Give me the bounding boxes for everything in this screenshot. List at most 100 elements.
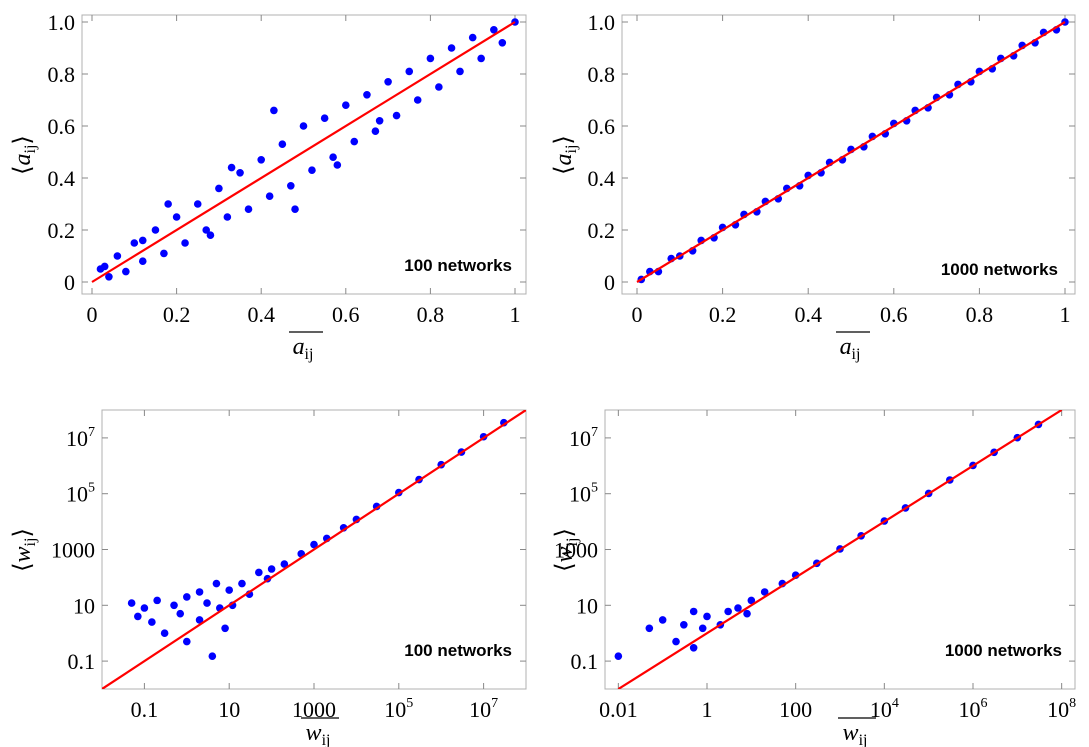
y-tick-labels: 0.1 10 1000 105 107	[51, 425, 95, 674]
data-point	[170, 601, 178, 610]
y-tick-label: 0.1	[571, 649, 599, 674]
x-tick-label: 104	[870, 696, 899, 722]
data-point	[244, 205, 253, 213]
data-point	[413, 96, 422, 104]
y-tick-labels: 0 0.2 0.4 0.6 0.8 1.0	[588, 10, 616, 295]
data-point	[498, 39, 507, 47]
y-tick-label: 0.4	[48, 166, 76, 191]
data-point	[164, 200, 172, 208]
y-tick-label: 10	[576, 593, 598, 618]
data-point	[363, 91, 371, 99]
data-point	[435, 83, 443, 91]
y-tick-label: 1.0	[588, 10, 616, 35]
x-tick-label: 108	[1047, 696, 1076, 722]
y-axis-label: ⟨wij⟩	[552, 528, 581, 572]
data-point	[225, 586, 233, 594]
data-point	[299, 122, 308, 130]
right-angle-bracket: ⟩	[10, 135, 36, 144]
data-point	[134, 612, 142, 621]
tick-marks	[622, 15, 1075, 294]
data-point	[680, 621, 688, 629]
data-point	[236, 169, 244, 177]
data-point	[456, 67, 464, 76]
data-point	[698, 624, 707, 633]
fit-line	[617, 410, 1063, 689]
data-point	[151, 226, 160, 234]
x-tick-label: 10	[218, 697, 240, 722]
x-tick-label: 0.4	[247, 302, 275, 327]
y-axis-subscript: ij	[22, 538, 39, 547]
y-tick-label: 0	[64, 270, 75, 295]
x-axis-symbol: w	[843, 720, 859, 746]
y-tick-label: 0.8	[588, 62, 616, 87]
right-angle-bracket: ⟩	[552, 528, 578, 537]
annotation-label: 100 networks	[404, 641, 512, 660]
y-axis-label: ⟨aij⟩	[10, 135, 39, 175]
y-axis-label: ⟨aij⟩	[551, 135, 580, 175]
data-point	[127, 599, 136, 607]
data-point	[703, 612, 711, 621]
data-point	[153, 596, 161, 605]
y-axis-symbol: a	[551, 153, 577, 165]
x-axis-subscript: ij	[859, 732, 868, 747]
right-angle-bracket: ⟩	[10, 528, 36, 537]
y-tick-label: 0.4	[588, 166, 616, 191]
data-point	[614, 652, 623, 660]
data-point	[183, 593, 191, 601]
annotation-label: 100 networks	[404, 256, 512, 275]
points-group	[637, 18, 1069, 284]
y-axis-symbol: a	[10, 153, 36, 165]
data-point	[329, 153, 337, 161]
data-point	[743, 609, 751, 618]
data-point	[202, 226, 211, 234]
y-tick-label: 0.2	[48, 218, 76, 243]
data-point	[160, 629, 169, 637]
fit-line	[636, 21, 1066, 283]
data-point	[227, 163, 236, 172]
data-point	[172, 213, 181, 221]
left-angle-bracket: ⟨	[552, 562, 578, 571]
fit-line-group	[617, 410, 1063, 689]
data-point	[193, 200, 202, 208]
x-tick-label: 105	[384, 696, 413, 722]
x-axis-label: wij	[838, 717, 876, 747]
data-point	[689, 607, 698, 616]
data-point	[747, 596, 756, 605]
panel-top-left: 0 0.2 0.4 0.6 0.8 1 0 0.2 0.4 0.6 0.8 1.0 100 netw…	[10, 10, 527, 363]
data-point	[371, 127, 380, 135]
svg-text:⟨aij⟩: ⟨aij⟩	[10, 135, 39, 175]
data-point	[195, 616, 204, 624]
fit-line	[102, 410, 526, 689]
data-point	[265, 192, 274, 200]
x-tick-label: 0.4	[794, 302, 822, 327]
x-axis-label: aij	[289, 331, 323, 363]
fit-line	[91, 21, 516, 283]
data-point	[140, 604, 149, 612]
data-point	[342, 101, 350, 109]
y-tick-label: 1000	[554, 538, 598, 563]
data-point	[477, 54, 485, 63]
x-axis-label: wij	[301, 717, 339, 747]
y-axis-subscript: ij	[22, 145, 39, 154]
x-tick-label: 0.8	[417, 302, 445, 327]
y-axis-label: ⟨wij⟩	[10, 528, 39, 572]
data-point	[122, 267, 130, 276]
data-point	[375, 117, 384, 125]
data-point	[333, 161, 342, 169]
svg-text:aij: aij	[293, 334, 314, 363]
x-tick-label: 1	[510, 302, 521, 327]
x-tick-label: 0	[87, 302, 98, 327]
y-tick-labels: 0 0.2 0.4 0.6 0.8 1.0	[48, 10, 76, 295]
data-point	[760, 588, 769, 596]
data-point	[384, 78, 392, 86]
plot-frame	[81, 14, 527, 295]
points-group	[127, 418, 508, 660]
x-tick-label: 0.2	[709, 302, 737, 327]
y-axis-subscript: ij	[563, 145, 580, 154]
y-tick-labels: 0.1 10 1000 105 107	[554, 425, 598, 674]
x-tick-label: 0.6	[880, 302, 908, 327]
x-tick-label: 0.2	[163, 302, 191, 327]
y-tick-label: 0.2	[588, 218, 616, 243]
data-point	[176, 609, 185, 618]
